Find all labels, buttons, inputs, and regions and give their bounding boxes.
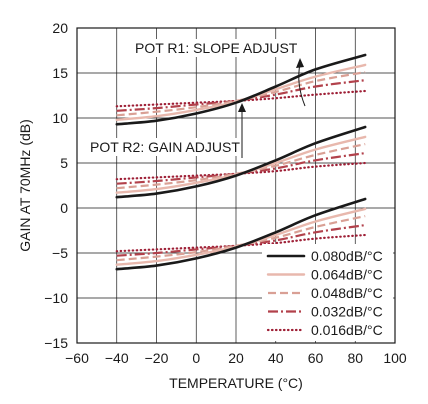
y-tick-label: −10 [44, 290, 68, 306]
annotation-gain-background [86, 138, 245, 156]
annotation-slope-background [131, 39, 302, 57]
legend: 0.080dB/°C 0.064dB/°C 0.048dB/°C 0.032dB/°C… [262, 244, 393, 341]
series-line-middle [116, 152, 366, 185]
series-line-bottom [115, 197, 367, 271]
tick-labels: −60 −40 −20 0 20 40 60 80 100 −15 −10 −5 0 5 10 15 20 [44, 20, 407, 366]
x-tick-label: −20 [145, 350, 169, 366]
legend-label: 0.080dB/°C [311, 248, 383, 264]
x-tick-label: 20 [228, 350, 244, 366]
gain-arrowhead-icon [238, 103, 246, 112]
x-tick-label: 40 [268, 350, 284, 366]
legend-label: 0.032dB/°C [311, 304, 383, 320]
legend-label: 0.048dB/°C [311, 285, 383, 301]
plot-frame [76, 27, 396, 344]
y-tick-label: 20 [52, 20, 68, 36]
y-axis-label: GAIN AT 70MHz (dB) [17, 119, 33, 252]
y-tick-label: 5 [60, 155, 68, 171]
series-layer [115, 53, 367, 271]
y-tick-label: 0 [60, 200, 68, 216]
x-tick-label: −40 [105, 350, 129, 366]
x-tick-label: 80 [347, 350, 363, 366]
y-tick-label: −15 [44, 335, 68, 351]
annotations: POT R1: SLOPE ADJUST POT R2: GAIN ADJUST [86, 39, 306, 158]
slope-arrowhead-icon [296, 58, 304, 68]
series-line-bottom [116, 224, 366, 257]
legend-label: 0.016dB/°C [311, 322, 383, 338]
annotation-slope-adjust: POT R1: SLOPE ADJUST [135, 40, 298, 56]
series-line-top [116, 79, 366, 112]
x-tick-label: −60 [65, 350, 89, 366]
x-tick-label: 100 [383, 350, 407, 366]
y-tick-label: −5 [52, 245, 68, 261]
annotation-gain-adjust: POT R2: GAIN ADJUST [90, 139, 240, 155]
series-line-top [115, 53, 367, 126]
x-tick-label: 0 [192, 350, 200, 366]
series-line-middle [115, 161, 367, 181]
y-tick-label: 10 [52, 110, 68, 126]
x-axis-label: TEMPERATURE (°C) [169, 375, 303, 391]
y-tick-label: 15 [52, 65, 68, 81]
series-line-middle [115, 125, 367, 199]
x-tick-label: 60 [308, 350, 324, 366]
series-line-top [115, 89, 367, 108]
legend-label: 0.064dB/°C [311, 267, 383, 283]
